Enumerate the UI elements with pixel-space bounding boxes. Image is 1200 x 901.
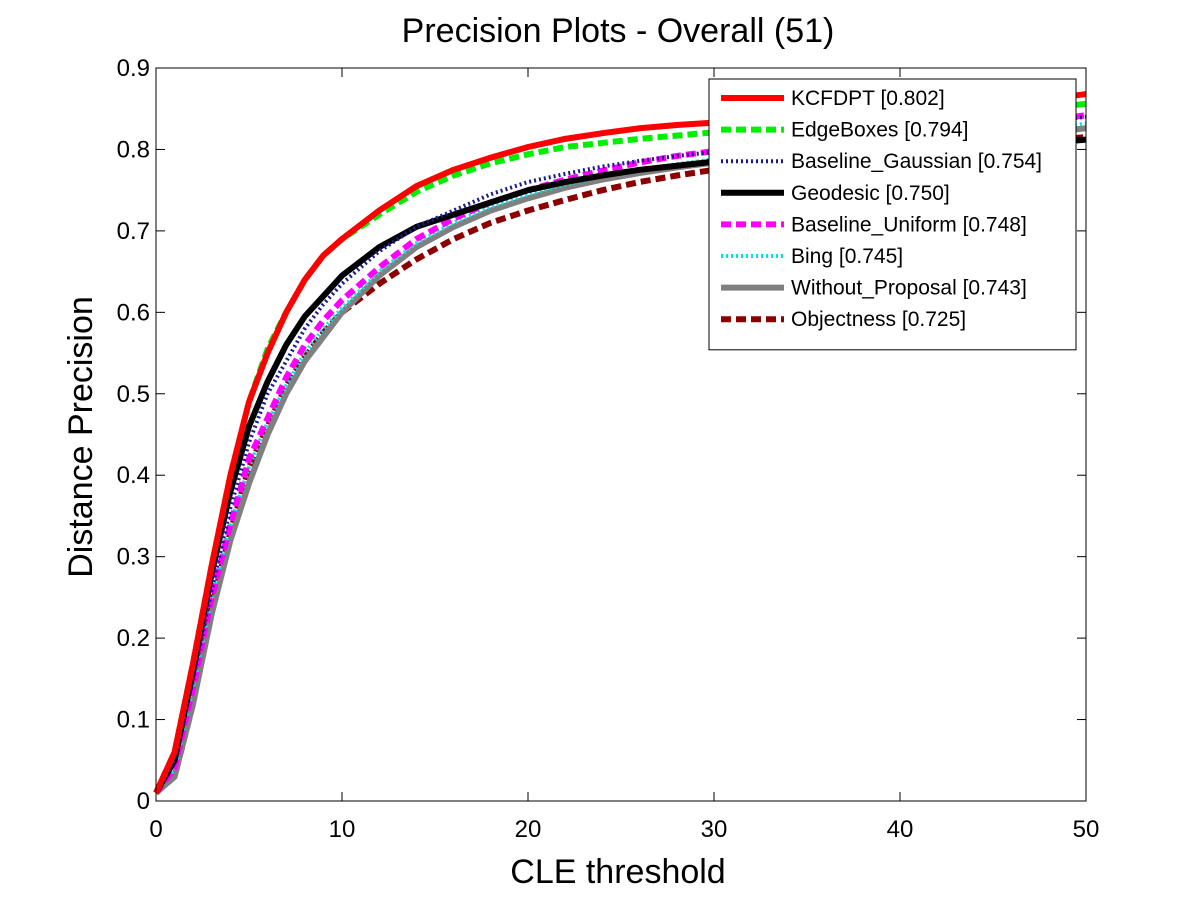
y-tick-label: 0.9: [117, 55, 150, 82]
plot-frame: [155, 67, 1087, 802]
y-axis-label: Distance Precision: [62, 296, 100, 578]
x-tick-label: 20: [515, 816, 542, 843]
series-line-5: [154, 121, 1087, 795]
chart-title: Precision Plots - Overall (51): [402, 12, 835, 50]
y-tick-label: 0.3: [117, 544, 150, 571]
legend-label-1: EdgeBoxes [0.794]: [791, 119, 968, 142]
legend-label-3: Geodesic [0.750]: [791, 182, 950, 205]
legend-label-6: Without_Proposal [0.743]: [791, 277, 1027, 300]
legend-label-4: Baseline_Uniform [0.748]: [791, 213, 1027, 236]
x-tick-label: 30: [701, 816, 728, 843]
y-tick-label: 0.4: [117, 462, 150, 489]
y-tick-label: 0.1: [117, 707, 150, 734]
legend-label-7: Objectness [0.725]: [791, 308, 966, 331]
y-tick-label: 0.8: [117, 136, 150, 163]
legend-label-2: Baseline_Gaussian [0.754]: [791, 150, 1042, 173]
x-tick-label: 40: [887, 816, 914, 843]
legend-label-5: Bing [0.745]: [791, 245, 903, 268]
legend: KCFDPT [0.802] EdgeBoxes [0.794] Baseline_…: [708, 78, 1077, 351]
legend-label-0: KCFDPT [0.802]: [791, 87, 945, 110]
y-tick-label: 0.5: [117, 381, 150, 408]
x-tick-label: 10: [329, 816, 356, 843]
x-tick-label: 0: [149, 816, 162, 843]
axis-ticks: 0 10 20 30 40 50 0 0.1 0.2 0.3 0.4 0.5 0.6 0.7 0.8 0.9: [117, 55, 1100, 843]
x-tick-label: 50: [1073, 816, 1100, 843]
y-tick-label: 0.6: [117, 299, 150, 326]
legend-box: [708, 78, 1077, 351]
y-tick-label: 0.2: [117, 625, 150, 652]
y-tick-label: 0.7: [117, 218, 150, 245]
y-tick-label: 0: [137, 788, 150, 815]
x-axis-label: CLE threshold: [510, 853, 725, 891]
